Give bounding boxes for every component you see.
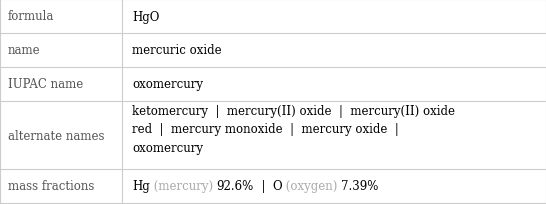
Text: 92.6%: 92.6% (217, 180, 254, 193)
Text: alternate names: alternate names (8, 129, 104, 142)
Text: mercuric oxide: mercuric oxide (132, 44, 222, 57)
Text: oxomercury: oxomercury (132, 78, 203, 91)
Text: (mercury): (mercury) (150, 180, 217, 193)
Text: name: name (8, 44, 40, 57)
Text: HgO: HgO (132, 10, 159, 23)
Text: ketomercury  |  mercury(II) oxide  |  mercury(II) oxide
red  |  mercury monoxide: ketomercury | mercury(II) oxide | mercur… (132, 104, 455, 154)
Text: mass fractions: mass fractions (8, 180, 94, 193)
Text: Hg: Hg (132, 180, 150, 193)
Text: O: O (273, 180, 282, 193)
Text: (oxygen): (oxygen) (282, 180, 341, 193)
Text: 7.39%: 7.39% (341, 180, 379, 193)
Text: |: | (254, 180, 273, 193)
Text: IUPAC name: IUPAC name (8, 78, 83, 91)
Text: formula: formula (8, 10, 55, 23)
